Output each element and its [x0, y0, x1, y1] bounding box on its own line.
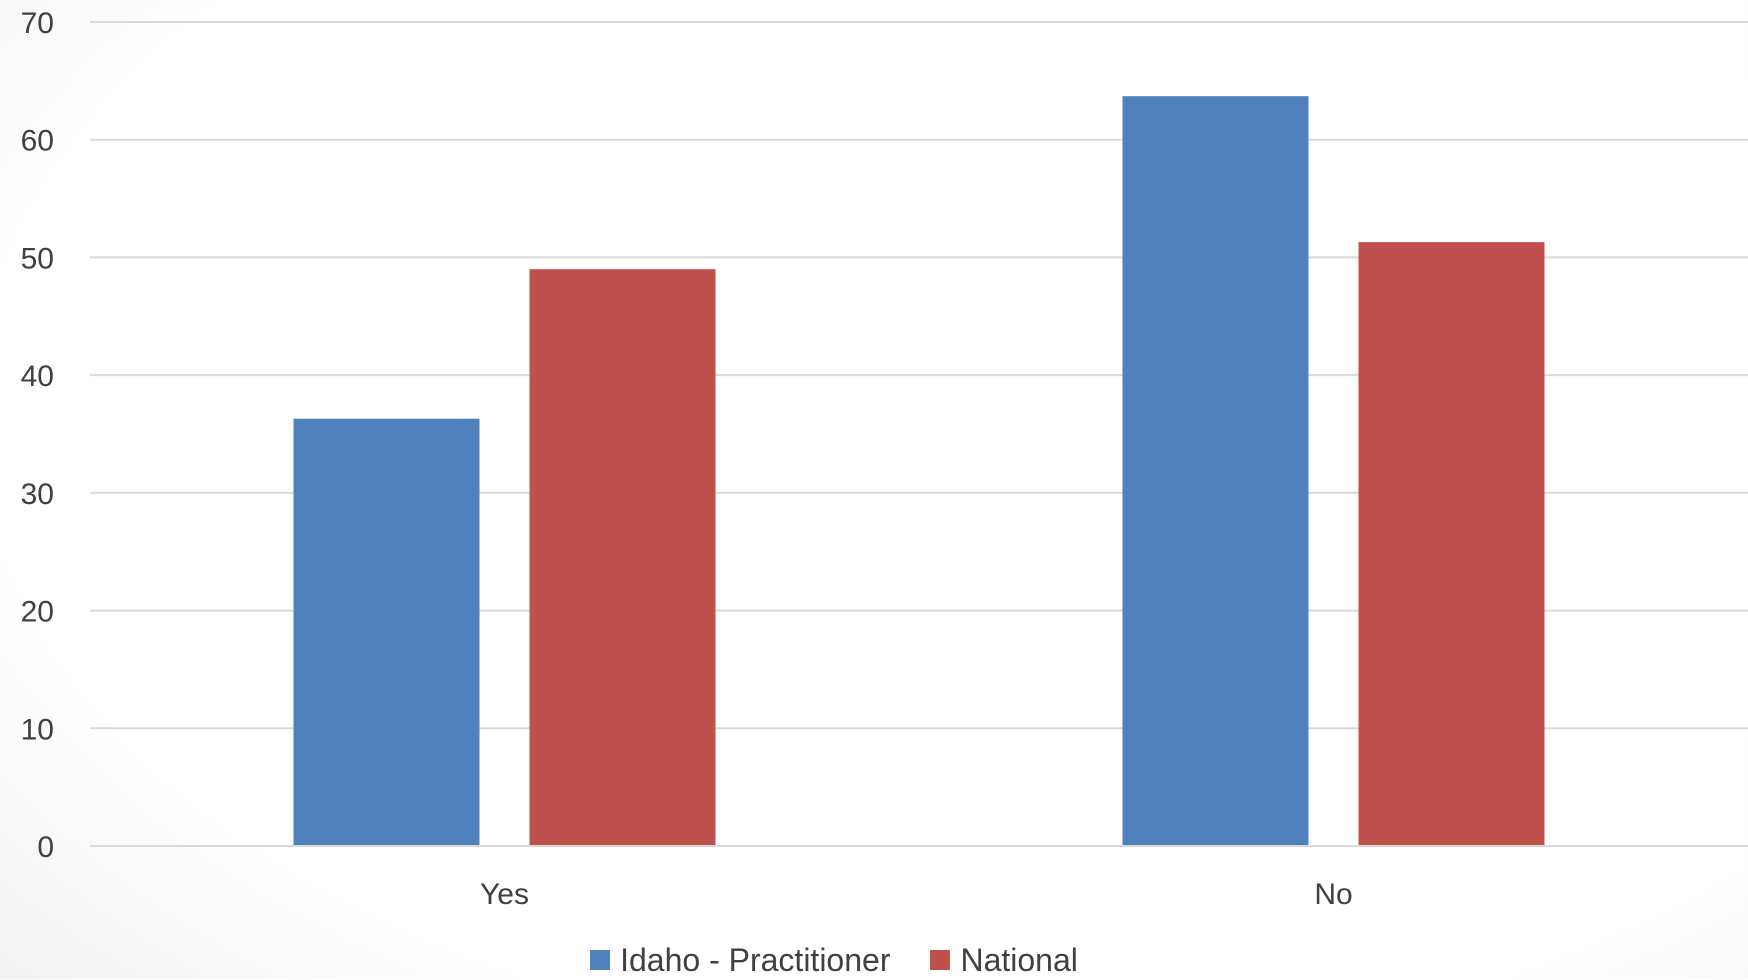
legend-label-national: National	[960, 941, 1078, 978]
y-tick-label-50: 50	[21, 242, 54, 275]
legend-item-idaho-practitioner[interactable]: Idaho - Practitioner	[590, 942, 890, 979]
x-axis-category-labels: Yes No	[480, 878, 1353, 911]
bar-yes-idaho-practitioner[interactable]	[293, 418, 480, 846]
y-tick-label-30: 30	[21, 478, 54, 511]
y-tick-label-0: 0	[37, 831, 54, 864]
legend: Idaho - Practitioner National	[0, 940, 1748, 980]
bars	[90, 96, 1748, 847]
y-tick-label-60: 60	[21, 125, 54, 158]
y-tick-label-40: 40	[21, 360, 54, 393]
legend-swatch-national	[930, 950, 951, 970]
bar-no-national[interactable]	[1358, 242, 1545, 846]
bar-no-idaho-practitioner[interactable]	[1122, 96, 1309, 846]
y-tick-label-70: 70	[21, 7, 54, 40]
y-tick-label-20: 20	[21, 596, 54, 629]
legend-label-idaho-practitioner: Idaho - Practitioner	[620, 941, 891, 978]
bar-yes-national[interactable]	[529, 269, 716, 846]
x-category-label-no: No	[1314, 878, 1352, 911]
y-tick-label-10: 10	[21, 713, 54, 746]
y-axis-tick-labels: 0 10 20 30 40 50 60 70	[21, 7, 54, 864]
legend-swatch-idaho-practitioner	[590, 950, 611, 970]
x-category-label-yes: Yes	[480, 878, 529, 911]
legend-item-national[interactable]: National	[930, 941, 1078, 979]
